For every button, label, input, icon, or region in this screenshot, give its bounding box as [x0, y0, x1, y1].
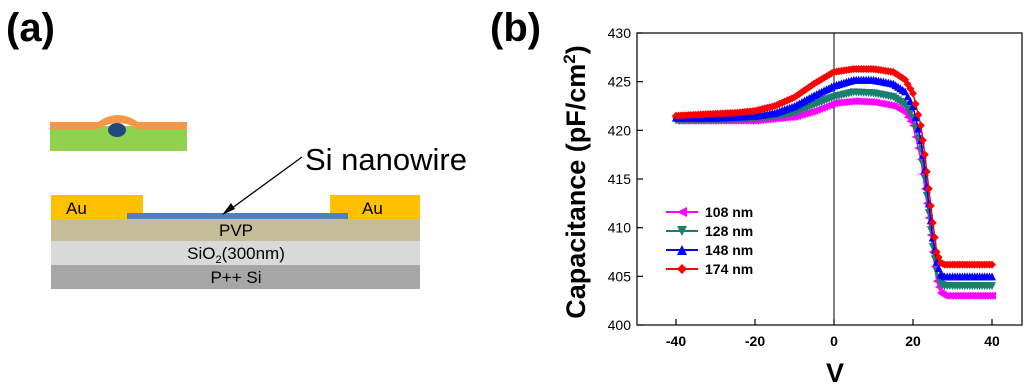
data-point [928, 218, 937, 227]
oxide-label: SiO2(300nm) [187, 244, 285, 266]
substrate-label: P++ Si [210, 268, 261, 287]
data-point [926, 201, 935, 210]
legend-label: 148 nm [705, 242, 753, 258]
y-tick-label: 430 [608, 25, 632, 41]
data-point [988, 260, 996, 269]
substrate-layer [51, 265, 420, 289]
data-point [906, 97, 915, 106]
data-point [988, 282, 996, 291]
legend-label: 174 nm [705, 261, 753, 277]
x-tick-label: 0 [830, 333, 838, 349]
y-tick-label: 425 [608, 74, 632, 90]
pointer-arrowhead [222, 203, 235, 215]
data-point [906, 109, 915, 118]
panel-b-label: (b) [490, 6, 542, 50]
data-point [901, 101, 910, 110]
data-point [914, 110, 923, 119]
data-point [918, 160, 927, 169]
x-axis-title: V [826, 358, 844, 388]
y-tick-label: 420 [608, 122, 632, 138]
panel-a-label: (a) [6, 6, 55, 50]
data-point [909, 89, 917, 98]
data-point [916, 145, 925, 154]
data-point [916, 121, 925, 130]
inset-nanowire-cross-section [108, 123, 126, 137]
pointer-arrow-line [227, 156, 303, 212]
x-tick-label: 40 [984, 333, 1000, 349]
pvp-label: PVP [219, 221, 253, 240]
data-point [909, 102, 917, 110]
data-point [911, 113, 920, 122]
x-tick-label: -20 [745, 333, 765, 349]
data-point [914, 124, 923, 133]
electrode-left-label: Au [66, 199, 87, 218]
legend-label: 108 nm [705, 204, 753, 220]
legend-label: 128 nm [705, 223, 753, 239]
nanowire-pointer-label: Si nanowire [305, 142, 467, 177]
data-point [988, 272, 996, 281]
x-tick-label: -40 [666, 333, 686, 349]
data-point [924, 184, 933, 193]
data-point [988, 291, 996, 300]
legend-marker [677, 245, 687, 255]
electrode-right-label: Au [362, 199, 383, 218]
data-point [903, 105, 912, 114]
data-point [901, 87, 910, 96]
y-tick-label: 415 [608, 171, 632, 187]
y-tick-label: 400 [608, 317, 632, 333]
series-174-nm [672, 65, 996, 269]
y-tick-label: 410 [608, 220, 632, 236]
data-point [920, 150, 929, 159]
legend-marker [677, 264, 687, 274]
device-schematic: Au Au PVP SiO2(300nm) P++ Si Si nanowire [50, 115, 467, 289]
data-point [911, 100, 920, 109]
x-tick-label: 20 [905, 333, 921, 349]
pvp-layer [51, 219, 420, 241]
data-point [930, 233, 939, 242]
inset-orange-layer [50, 115, 187, 129]
y-axis-title: Capacitance (pF/cm2) [560, 45, 591, 319]
data-point [934, 264, 943, 273]
data-point [903, 92, 912, 101]
data-point [922, 167, 931, 176]
nanowire [127, 213, 348, 219]
y-tick-label: 405 [608, 268, 632, 284]
data-point [918, 136, 927, 145]
legend-marker [677, 207, 687, 217]
legend-marker [677, 226, 687, 236]
oxide-layer [51, 241, 420, 265]
